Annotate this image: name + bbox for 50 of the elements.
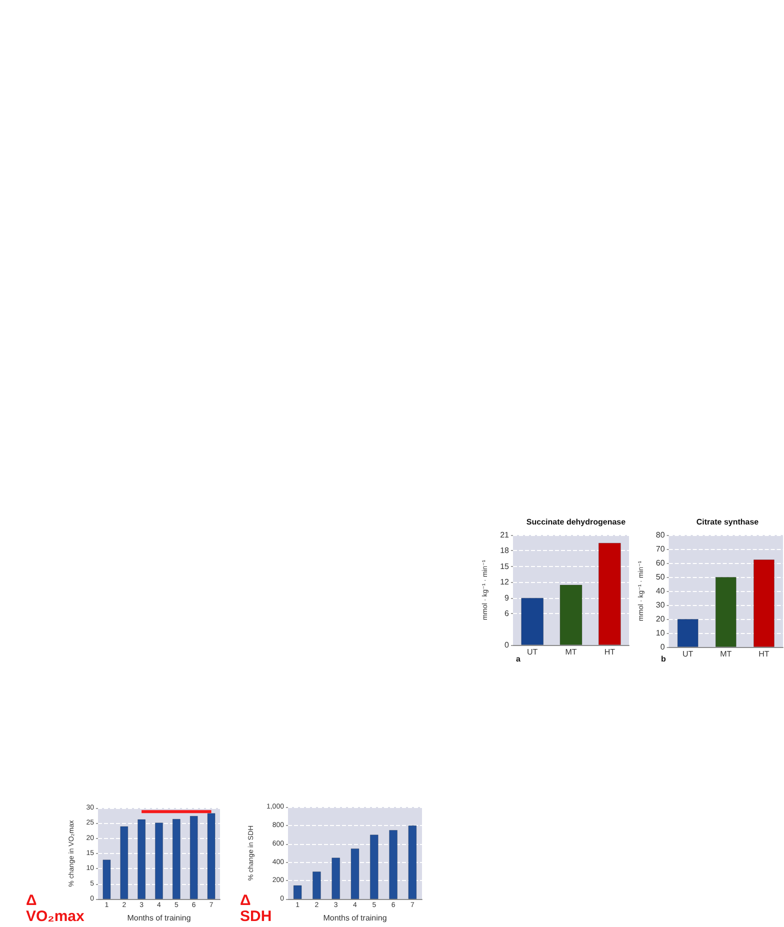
bar	[172, 818, 180, 900]
y-tick-label: 40	[656, 586, 666, 596]
y-tick-label: 12	[500, 578, 510, 587]
bar	[312, 871, 321, 900]
x-tick-label: MT	[565, 648, 577, 656]
bar	[332, 858, 340, 900]
x-tick-label: MT	[720, 650, 732, 658]
bar	[370, 834, 378, 900]
y-tick-label: 6	[504, 609, 510, 618]
y-tick-label: 15	[500, 562, 510, 571]
y-tick-label: 30	[656, 600, 666, 610]
bar	[138, 819, 146, 900]
x-axis-title: Months of training	[323, 914, 387, 922]
bar	[190, 816, 198, 900]
y-tick-label: 60	[656, 558, 666, 568]
y-tick-label: 10	[656, 628, 666, 638]
bar	[207, 813, 216, 900]
bar	[715, 577, 736, 647]
y-tick-label: 0	[660, 642, 666, 652]
bar	[102, 860, 111, 900]
y-tick-label: 70	[656, 544, 666, 554]
bar	[389, 830, 398, 900]
y-tick-label: 21	[500, 530, 510, 540]
bar	[408, 825, 417, 900]
bar	[521, 598, 544, 645]
bar	[154, 822, 164, 900]
x-tick-label: UT	[526, 648, 538, 656]
chart-title: Citrate synthase	[696, 518, 760, 526]
bar	[560, 584, 582, 645]
y-tick-label: 50	[656, 572, 666, 582]
bar	[754, 560, 774, 647]
bar	[350, 848, 360, 900]
chart-title: Succinate dehydrogenase	[526, 518, 626, 526]
x-tick-label: HT	[604, 648, 616, 656]
y-tick-label: 20	[656, 614, 666, 624]
text: b	[661, 654, 666, 664]
x-axis-title: Months of training	[127, 914, 191, 922]
bar	[120, 826, 128, 900]
text: a	[516, 654, 521, 664]
y-tick-label: 0	[504, 640, 510, 650]
bar	[293, 885, 302, 900]
bar	[677, 619, 698, 647]
y-tick-label: 80	[656, 530, 666, 540]
y-tick-label: 18	[500, 546, 510, 556]
text: Δ VO₂max	[26, 892, 86, 925]
x-tick-label: UT	[682, 650, 694, 658]
x-tick-label: HT	[758, 650, 770, 658]
text: Δ SDH	[240, 892, 272, 925]
y-tick-label: 9	[504, 593, 510, 602]
bar	[598, 542, 621, 645]
